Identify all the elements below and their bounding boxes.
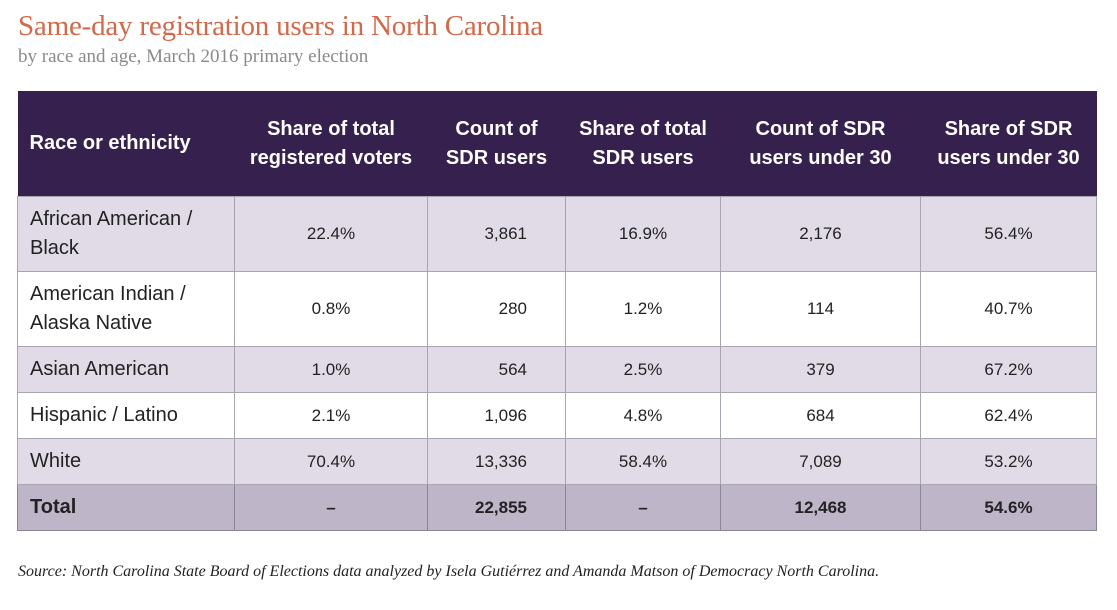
cell-count-sdr: 564 — [427, 346, 566, 393]
cell-share-registered: 22.4% — [234, 196, 428, 272]
header-race: Race or ethnicity — [17, 91, 235, 197]
header-share-registered: Share of total registered voters — [234, 91, 428, 197]
header-share-under-30: Share of SDR users under 30 — [920, 91, 1097, 197]
table-row: Hispanic / Latino 2.1% 1,096 4.8% 684 62… — [17, 392, 1097, 439]
cell-count-under-30: 684 — [720, 392, 921, 439]
total-count-sdr: 22,855 — [427, 484, 566, 531]
cell-share-registered: 0.8% — [234, 271, 428, 347]
cell-count-sdr: 3,861 — [427, 196, 566, 272]
cell-share-under-30: 40.7% — [920, 271, 1097, 347]
table-row: American Indian / Alaska Native 0.8% 280… — [17, 271, 1097, 347]
cell-race: African American / Black — [17, 196, 235, 272]
cell-share-sdr: 58.4% — [565, 438, 721, 485]
cell-share-under-30: 67.2% — [920, 346, 1097, 393]
cell-race: American Indian / Alaska Native — [17, 271, 235, 347]
total-share-registered: – — [234, 484, 428, 531]
header-share-sdr: Share of total SDR users — [565, 91, 721, 197]
header-count-sdr: Count of SDR users — [427, 91, 566, 197]
header-row: Race or ethnicity Share of total registe… — [17, 91, 1097, 197]
cell-race: Hispanic / Latino — [17, 392, 235, 439]
data-table: Race or ethnicity Share of total registe… — [17, 91, 1097, 531]
cell-share-registered: 70.4% — [234, 438, 428, 485]
total-share-under-30: 54.6% — [920, 484, 1097, 531]
table-row: White 70.4% 13,336 58.4% 7,089 53.2% — [17, 438, 1097, 485]
total-count-under-30: 12,468 — [720, 484, 921, 531]
cell-count-under-30: 379 — [720, 346, 921, 393]
cell-race: White — [17, 438, 235, 485]
total-share-sdr: – — [565, 484, 721, 531]
cell-count-under-30: 2,176 — [720, 196, 921, 272]
cell-share-registered: 1.0% — [234, 346, 428, 393]
cell-count-under-30: 7,089 — [720, 438, 921, 485]
cell-share-registered: 2.1% — [234, 392, 428, 439]
cell-race: Asian American — [17, 346, 235, 393]
cell-share-sdr: 1.2% — [565, 271, 721, 347]
cell-count-sdr: 1,096 — [427, 392, 566, 439]
cell-share-sdr: 4.8% — [565, 392, 721, 439]
cell-share-sdr: 2.5% — [565, 346, 721, 393]
chart-subtitle: by race and age, March 2016 primary elec… — [18, 46, 369, 67]
header-count-under-30: Count of SDR users under 30 — [720, 91, 921, 197]
total-row: Total – 22,855 – 12,468 54.6% — [17, 484, 1097, 531]
table-row: Asian American 1.0% 564 2.5% 379 67.2% — [17, 346, 1097, 393]
chart-title: Same-day registration users in North Car… — [18, 10, 543, 42]
cell-count-sdr: 13,336 — [427, 438, 566, 485]
cell-count-under-30: 114 — [720, 271, 921, 347]
source-note: Source: North Carolina State Board of El… — [18, 563, 880, 580]
total-label: Total — [17, 484, 235, 531]
cell-count-sdr: 280 — [427, 271, 566, 347]
cell-share-under-30: 53.2% — [920, 438, 1097, 485]
table-row: African American / Black 22.4% 3,861 16.… — [17, 196, 1097, 272]
cell-share-under-30: 62.4% — [920, 392, 1097, 439]
cell-share-under-30: 56.4% — [920, 196, 1097, 272]
cell-share-sdr: 16.9% — [565, 196, 721, 272]
